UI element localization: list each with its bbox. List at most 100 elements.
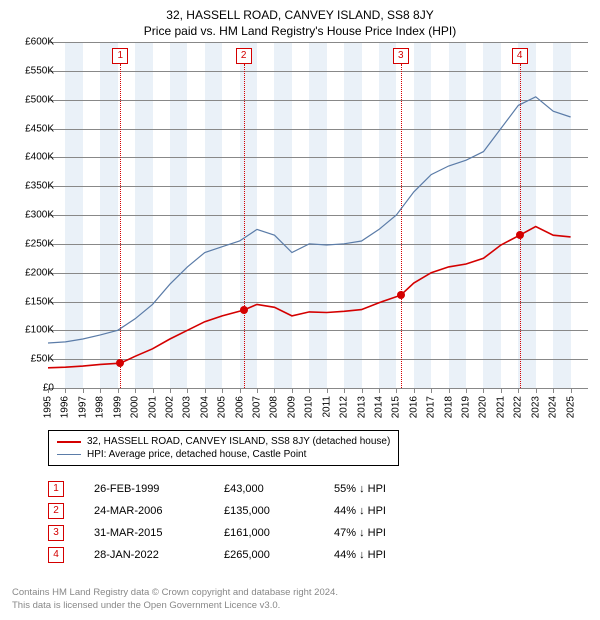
x-tick-label: 2008 xyxy=(269,396,280,418)
sale-row: 2 24-MAR-2006£135,00044% ↓ HPI xyxy=(48,500,434,522)
x-tick-label: 2019 xyxy=(461,396,472,418)
y-tick-label: £500K xyxy=(25,94,54,105)
x-tick-label: 2023 xyxy=(530,396,541,418)
x-tick-label: 1997 xyxy=(77,396,88,418)
x-tick xyxy=(153,388,154,393)
x-tick-label: 2005 xyxy=(217,396,228,418)
y-tick-label: £350K xyxy=(25,181,54,192)
x-tick-label: 2009 xyxy=(286,396,297,418)
sales-table: 126-FEB-1999£43,00055% ↓ HPI224-MAR-2006… xyxy=(48,478,434,566)
x-tick-label: 2006 xyxy=(234,396,245,418)
line-layer xyxy=(48,42,588,388)
y-tick-label: £50K xyxy=(31,354,54,365)
y-tick-label: £150K xyxy=(25,296,54,307)
x-tick xyxy=(571,388,572,393)
legend-item: HPI: Average price, detached house, Cast… xyxy=(57,448,390,461)
sale-row-number: 4 xyxy=(48,547,64,563)
x-tick xyxy=(431,388,432,393)
x-tick-label: 2010 xyxy=(304,396,315,418)
x-tick-label: 1998 xyxy=(95,396,106,418)
x-tick xyxy=(501,388,502,393)
x-tick-label: 2001 xyxy=(147,396,158,418)
x-tick-label: 2021 xyxy=(495,396,506,418)
x-tick-label: 2025 xyxy=(565,396,576,418)
y-tick-label: £0 xyxy=(43,383,54,394)
x-tick xyxy=(536,388,537,393)
sale-row: 428-JAN-2022£265,00044% ↓ HPI xyxy=(48,544,434,566)
sale-row-price: £135,000 xyxy=(224,505,334,517)
sale-row-number: 2 xyxy=(48,503,64,519)
chart-title: 32, HASSELL ROAD, CANVEY ISLAND, SS8 8JY xyxy=(0,0,600,22)
sale-row-date: 24-MAR-2006 xyxy=(94,505,224,517)
x-tick-label: 1999 xyxy=(112,396,123,418)
x-tick xyxy=(187,388,188,393)
x-tick-label: 2016 xyxy=(408,396,419,418)
legend-label: HPI: Average price, detached house, Cast… xyxy=(87,449,306,460)
legend-swatch xyxy=(57,441,81,443)
x-tick xyxy=(257,388,258,393)
sale-row: 126-FEB-1999£43,00055% ↓ HPI xyxy=(48,478,434,500)
x-tick xyxy=(274,388,275,393)
x-tick xyxy=(327,388,328,393)
x-tick-label: 2004 xyxy=(199,396,210,418)
y-tick-label: £600K xyxy=(25,37,54,48)
footer-attribution: Contains HM Land Registry data © Crown c… xyxy=(12,587,338,612)
x-tick-label: 1995 xyxy=(43,396,54,418)
x-tick-label: 2002 xyxy=(164,396,175,418)
sale-row-date: 31-MAR-2015 xyxy=(94,527,224,539)
legend-swatch xyxy=(57,454,81,455)
y-tick-label: £200K xyxy=(25,267,54,278)
sale-row-price: £265,000 xyxy=(224,549,334,561)
x-tick-label: 2003 xyxy=(182,396,193,418)
x-tick xyxy=(65,388,66,393)
x-tick xyxy=(449,388,450,393)
gridline xyxy=(48,388,588,389)
sale-row-price: £161,000 xyxy=(224,527,334,539)
sale-row-number: 1 xyxy=(48,481,64,497)
x-tick xyxy=(222,388,223,393)
x-tick-label: 2018 xyxy=(443,396,454,418)
x-tick xyxy=(135,388,136,393)
y-tick-label: £550K xyxy=(25,65,54,76)
x-tick xyxy=(553,388,554,393)
x-tick xyxy=(466,388,467,393)
sale-row-date: 28-JAN-2022 xyxy=(94,549,224,561)
y-tick-label: £400K xyxy=(25,152,54,163)
chart-container: 32, HASSELL ROAD, CANVEY ISLAND, SS8 8JY… xyxy=(0,0,600,620)
x-tick xyxy=(309,388,310,393)
x-tick-label: 2007 xyxy=(252,396,263,418)
x-tick xyxy=(518,388,519,393)
sale-row: 331-MAR-2015£161,00047% ↓ HPI xyxy=(48,522,434,544)
series-property xyxy=(48,227,571,368)
x-tick-label: 2022 xyxy=(513,396,524,418)
y-tick-label: £300K xyxy=(25,210,54,221)
x-tick xyxy=(292,388,293,393)
x-tick-label: 1996 xyxy=(60,396,71,418)
x-tick-label: 2020 xyxy=(478,396,489,418)
sale-row-date: 26-FEB-1999 xyxy=(94,483,224,495)
x-tick xyxy=(118,388,119,393)
legend-item: 32, HASSELL ROAD, CANVEY ISLAND, SS8 8JY… xyxy=(57,435,390,448)
plot-area: 1234 xyxy=(48,42,588,388)
x-tick xyxy=(362,388,363,393)
x-tick-label: 2012 xyxy=(339,396,350,418)
sale-row-price: £43,000 xyxy=(224,483,334,495)
x-tick xyxy=(396,388,397,393)
x-tick-label: 2011 xyxy=(321,396,332,418)
x-tick xyxy=(379,388,380,393)
legend-label: 32, HASSELL ROAD, CANVEY ISLAND, SS8 8JY… xyxy=(87,436,390,447)
x-tick xyxy=(100,388,101,393)
x-tick xyxy=(414,388,415,393)
y-tick-label: £450K xyxy=(25,123,54,134)
legend: 32, HASSELL ROAD, CANVEY ISLAND, SS8 8JY… xyxy=(48,430,399,466)
x-tick xyxy=(205,388,206,393)
x-tick xyxy=(344,388,345,393)
x-tick xyxy=(83,388,84,393)
chart-subtitle: Price paid vs. HM Land Registry's House … xyxy=(0,22,600,38)
series-hpi xyxy=(48,97,571,343)
x-tick xyxy=(240,388,241,393)
x-tick xyxy=(170,388,171,393)
sale-row-diff: 44% ↓ HPI xyxy=(334,505,434,517)
x-tick-label: 2013 xyxy=(356,396,367,418)
x-tick-label: 2014 xyxy=(373,396,384,418)
